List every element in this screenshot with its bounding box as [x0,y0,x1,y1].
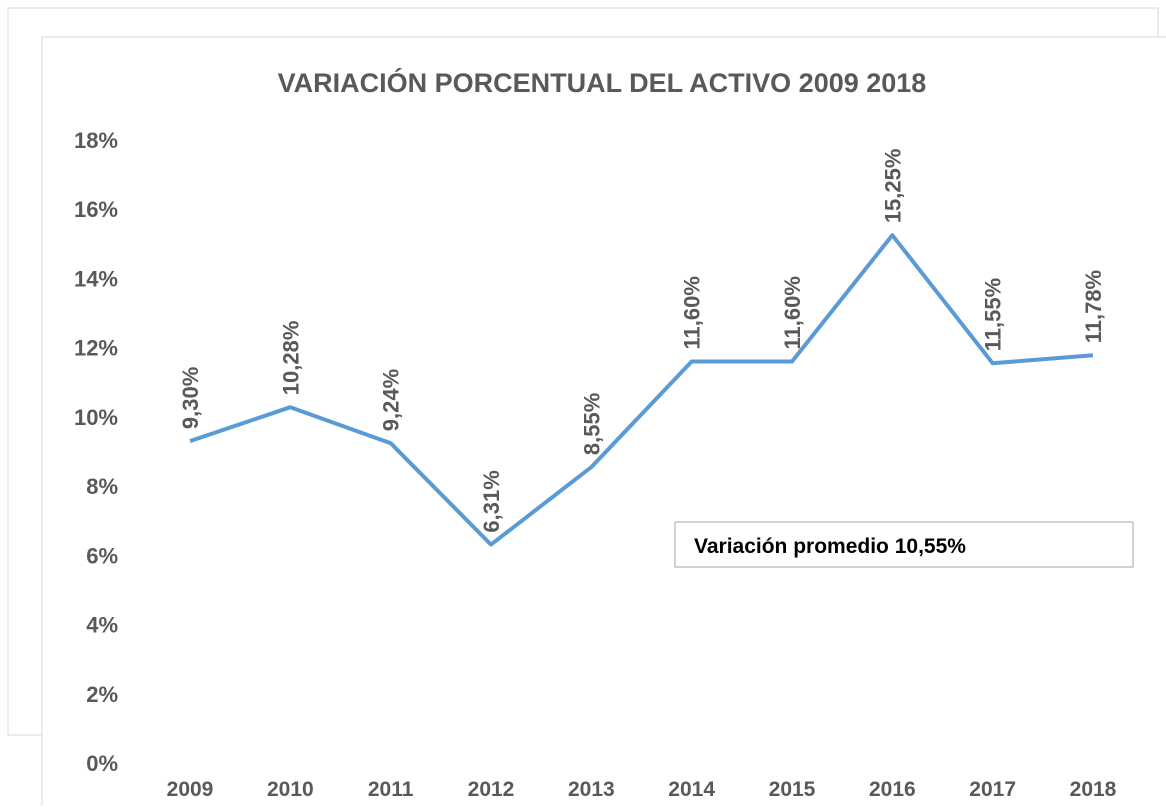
y-tick-label: 4% [86,613,118,638]
data-label: 11,55% [981,278,1006,351]
y-tick-label: 0% [86,751,118,776]
y-tick-label: 12% [74,336,118,361]
annotation-box [674,521,1134,568]
x-tick-label: 2012 [468,778,515,801]
annotation: Variación promedio 10,55% [694,535,966,558]
x-tick-label: 2010 [267,778,314,801]
y-tick-label: 16% [74,197,118,222]
data-label: 11,78% [1081,270,1106,343]
line [189,233,1094,547]
x-tick-label: 2016 [869,778,916,801]
data-label: 9,24% [379,369,404,431]
y-tick-label: 18% [74,128,118,153]
data-label: 11,60% [680,276,705,349]
y-tick-label: 10% [74,405,118,430]
y-tick-label: 8% [86,474,118,499]
x-tick-label: 2013 [568,778,615,801]
data-label: 10,28% [278,321,303,396]
y-tick-label: 14% [74,266,118,291]
x-tick-label: 2014 [668,778,715,801]
x-tick-label: 2018 [1070,778,1117,801]
data-label: 15,25% [880,149,905,224]
x-tick-label: 2015 [769,778,816,801]
y-tick-label: 6% [86,543,118,568]
x-tick-label: 2009 [167,778,214,801]
data-label: 11,60% [780,276,805,349]
x-tick-label: 2017 [969,778,1016,801]
data-label: 8,55% [579,393,604,455]
data-label: 6,31% [479,470,504,532]
x-tick-label: 2011 [368,778,414,801]
data-label: 9,30% [178,367,203,429]
chart-frame [41,36,1166,811]
chart-title: VARIACIÓN PORCENTUAL DEL ACTIVO 2009 201… [278,67,927,98]
y-tick-label: 2% [86,682,118,707]
